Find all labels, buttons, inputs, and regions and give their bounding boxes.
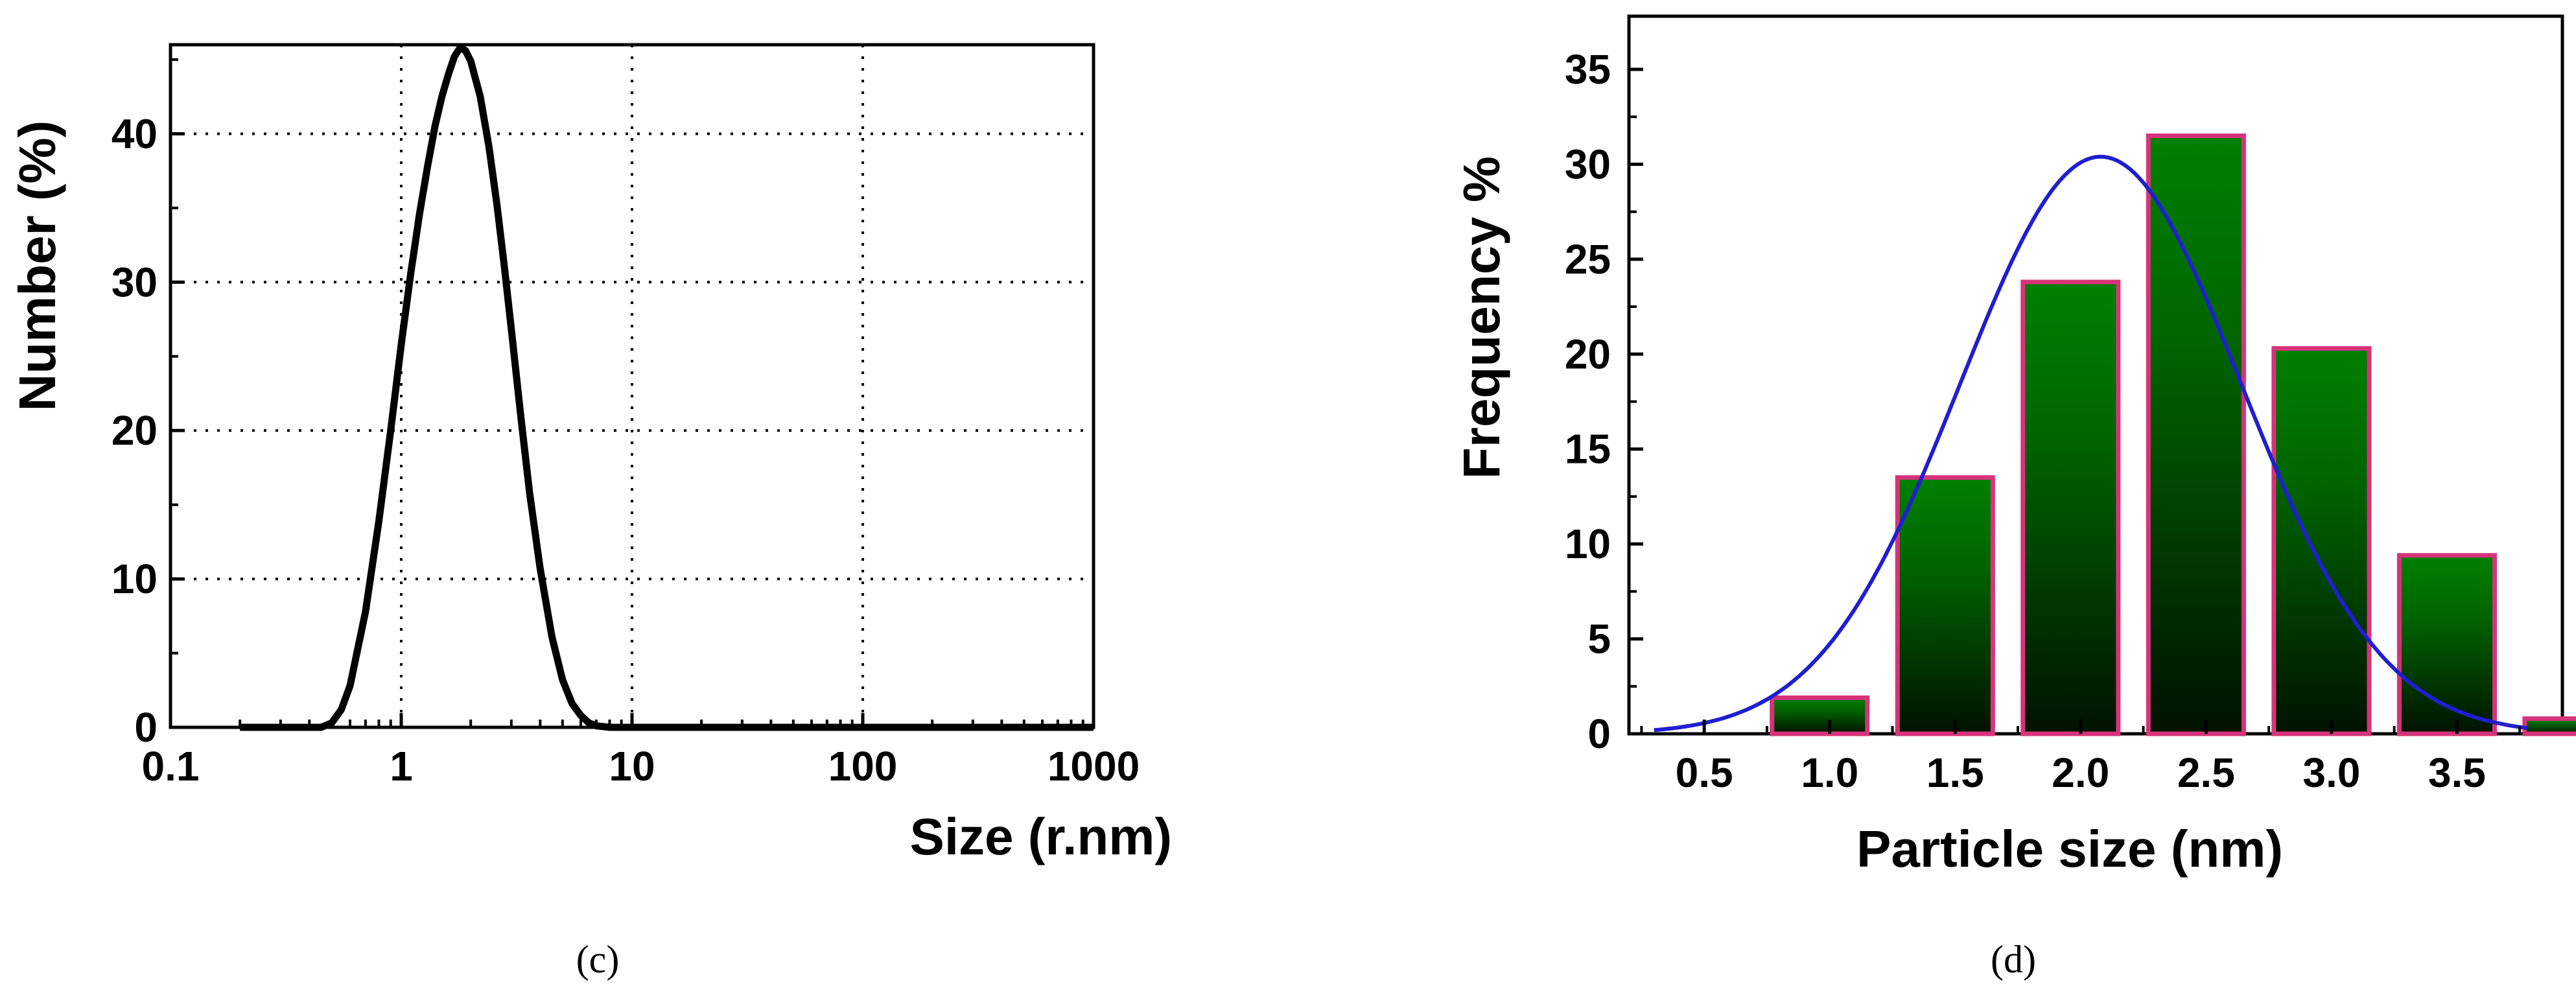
panel-d-bar [2020, 279, 2121, 736]
panel-d-x-axis-title: Particle size (nm) [1856, 820, 2283, 878]
panel-d-y-tick-label: 35 [1565, 46, 1611, 93]
panel-c-tick-labels: 0.1 1 10 100 1000 0 10 20 30 40 [111, 110, 1140, 790]
panel-d-caption: (d) [1991, 938, 2036, 981]
panel-d-bar [1895, 475, 1995, 736]
panel-c-y-tick-label: 0 [134, 704, 158, 751]
panel-d-x-tick-label: 3.5 [2428, 749, 2486, 796]
panel-c-y-axis-title: Number (%) [8, 121, 66, 412]
panel-d-y-tick-label: 5 [1587, 616, 1611, 663]
panel-d-x-tick-label: 1.5 [1926, 749, 1984, 796]
panel-c-grid [170, 45, 1094, 727]
panel-d-x-tick-label: 1.0 [1801, 749, 1858, 796]
panel-c: 0.1 1 10 100 1000 0 10 20 30 40 Number (%) Size (… [8, 43, 1172, 981]
panel-c-caption: (c) [576, 938, 620, 981]
panel-d-x-tick-label: 2.5 [2177, 749, 2235, 796]
panel-c-y-tick-label: 20 [111, 407, 158, 454]
panel-d-bar [2522, 716, 2576, 736]
panel-d-y-axis-title: Frequency % [1453, 156, 1510, 479]
panel-d-bars [1770, 134, 2576, 736]
panel-d-ticks [1629, 67, 2522, 736]
panel-d-y-tick-label: 15 [1565, 426, 1611, 473]
panel-d-gaussian-fit [1654, 154, 2528, 733]
panel-c-x-tick-label: 1000 [1048, 743, 1140, 790]
panel-d-bar [2146, 134, 2246, 736]
panel-c-y-tick-label: 30 [111, 259, 158, 305]
panel-d-bar [2271, 346, 2372, 736]
panel-d-y-tick-label: 20 [1565, 331, 1611, 377]
panel-d-y-tick-label: 25 [1565, 236, 1611, 283]
panel-c-x-tick-label: 0.1 [142, 743, 200, 790]
panel-c-y-tick-label: 10 [111, 556, 158, 602]
panel-d-tick-labels: 0 5 10 15 20 25 30 35 0.5 1.0 1.5 2.0 2.5 3.0 3.5 [1565, 46, 2486, 796]
panel-d-y-tick-label: 30 [1565, 141, 1611, 187]
panel-c-x-tick-label: 10 [609, 743, 655, 790]
panel-d-y-tick-label: 10 [1565, 521, 1611, 567]
panel-c-y-tick-label: 40 [111, 110, 158, 157]
panel-d: 0 5 10 15 20 25 30 35 0.5 1.0 1.5 2.0 2.5 3.0 3.5 Freq… [1453, 14, 2576, 981]
panel-d-y-tick-label: 0 [1587, 710, 1611, 757]
panel-d-x-tick-label: 3.0 [2302, 749, 2360, 796]
panel-c-x-axis-title: Size (r.nm) [909, 808, 1172, 865]
panel-c-ticks [169, 58, 1095, 729]
panel-d-x-tick-label: 0.5 [1676, 749, 1733, 796]
panel-c-x-tick-label: 1 [390, 743, 413, 790]
panel-d-x-tick-label: 2.0 [2052, 749, 2109, 796]
panel-c-x-tick-label: 100 [828, 743, 898, 790]
panel-d-bar [1770, 695, 1870, 736]
panel-c-distribution-curve [240, 44, 1094, 731]
panel-c-plot-frame [169, 43, 1095, 729]
